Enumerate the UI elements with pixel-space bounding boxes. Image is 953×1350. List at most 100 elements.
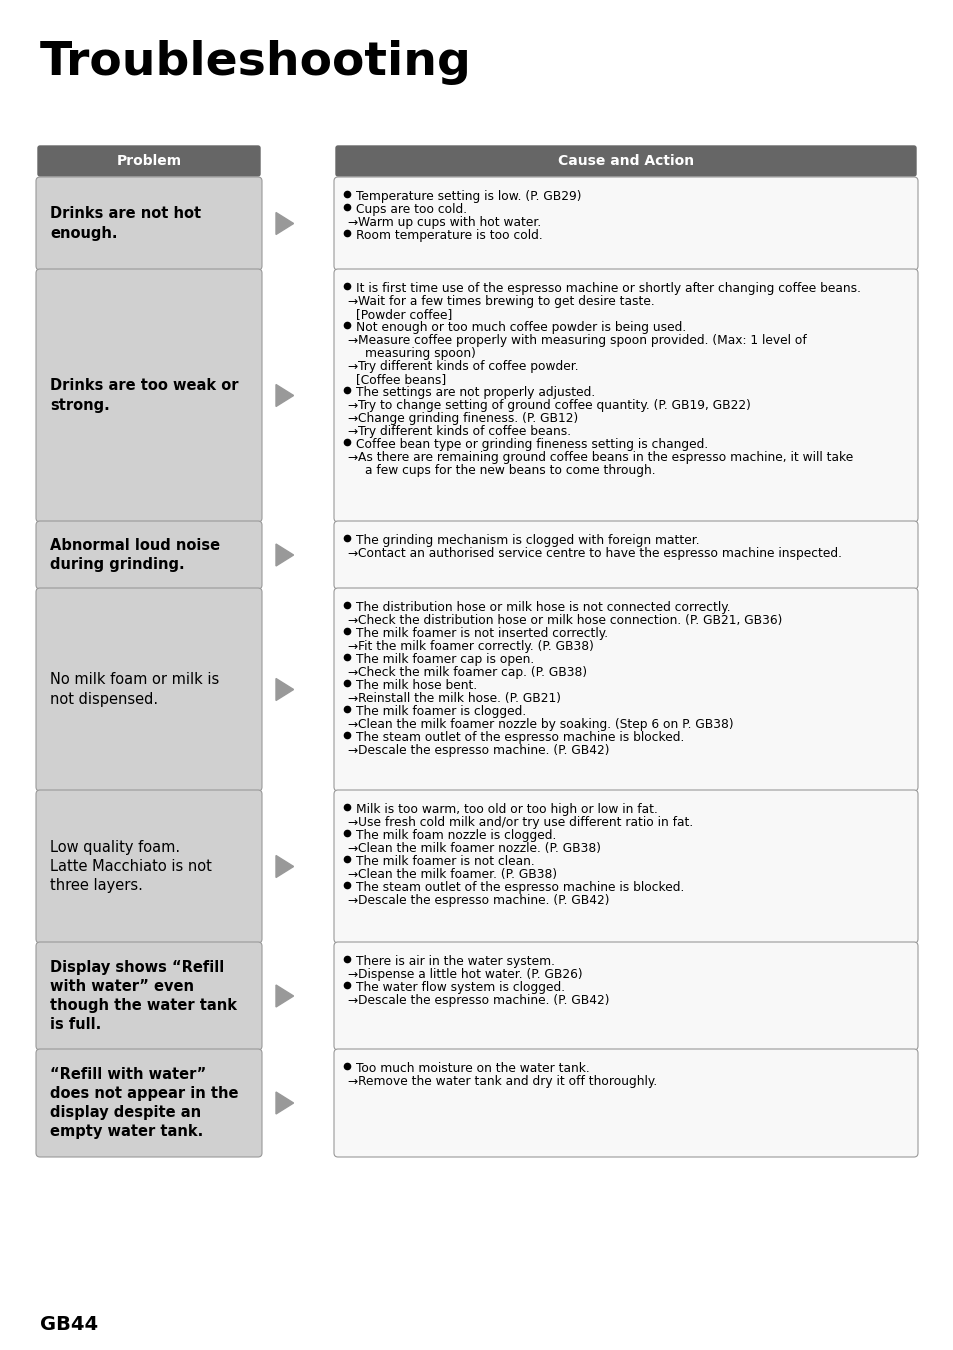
Text: →: → bbox=[347, 216, 356, 230]
Text: As there are remaining ground coffee beans in the espresso machine, it will take: As there are remaining ground coffee bea… bbox=[357, 451, 852, 464]
FancyBboxPatch shape bbox=[36, 521, 262, 589]
Text: Warm up cups with hot water.: Warm up cups with hot water. bbox=[357, 216, 540, 230]
Polygon shape bbox=[275, 986, 294, 1007]
FancyBboxPatch shape bbox=[334, 269, 917, 522]
FancyBboxPatch shape bbox=[36, 942, 262, 1050]
FancyBboxPatch shape bbox=[334, 177, 917, 270]
FancyBboxPatch shape bbox=[334, 942, 917, 1050]
Text: Cause and Action: Cause and Action bbox=[558, 154, 694, 167]
Text: The grinding mechanism is clogged with foreign matter.: The grinding mechanism is clogged with f… bbox=[355, 535, 699, 547]
Text: →: → bbox=[347, 842, 356, 855]
Polygon shape bbox=[275, 1092, 294, 1114]
Text: measuring spoon): measuring spoon) bbox=[365, 347, 476, 360]
Text: The settings are not properly adjusted.: The settings are not properly adjusted. bbox=[355, 386, 595, 400]
FancyBboxPatch shape bbox=[335, 146, 915, 176]
Text: Drinks are too weak or
strong.: Drinks are too weak or strong. bbox=[50, 378, 238, 413]
Text: →: → bbox=[347, 718, 356, 730]
Text: Milk is too warm, too old or too high or low in fat.: Milk is too warm, too old or too high or… bbox=[355, 803, 658, 815]
Text: →: → bbox=[347, 400, 356, 412]
Text: Descale the espresso machine. (P. GB42): Descale the espresso machine. (P. GB42) bbox=[357, 744, 609, 757]
Text: Clean the milk foamer nozzle by soaking. (Step 6 on P. GB38): Clean the milk foamer nozzle by soaking.… bbox=[357, 718, 733, 730]
Text: [Coffee beans]: [Coffee beans] bbox=[355, 373, 446, 386]
Text: Wait for a few times brewing to get desire taste.: Wait for a few times brewing to get desi… bbox=[357, 296, 654, 308]
Text: The steam outlet of the espresso machine is blocked.: The steam outlet of the espresso machine… bbox=[355, 730, 683, 744]
Text: →: → bbox=[347, 412, 356, 425]
Text: Clean the milk foamer. (P. GB38): Clean the milk foamer. (P. GB38) bbox=[357, 868, 557, 882]
Text: It is first time use of the espresso machine or shortly after changing coffee be: It is first time use of the espresso mac… bbox=[355, 282, 861, 296]
Text: →: → bbox=[347, 1075, 356, 1088]
FancyBboxPatch shape bbox=[334, 1049, 917, 1157]
Text: Try different kinds of coffee powder.: Try different kinds of coffee powder. bbox=[357, 360, 578, 373]
Polygon shape bbox=[275, 679, 294, 701]
Text: →: → bbox=[347, 968, 356, 981]
FancyBboxPatch shape bbox=[36, 177, 262, 270]
FancyBboxPatch shape bbox=[36, 589, 262, 791]
FancyBboxPatch shape bbox=[36, 1049, 262, 1157]
Text: The milk hose bent.: The milk hose bent. bbox=[355, 679, 476, 693]
Text: The milk foamer cap is open.: The milk foamer cap is open. bbox=[355, 653, 534, 666]
Text: [Powder coffee]: [Powder coffee] bbox=[355, 308, 452, 321]
Text: →: → bbox=[347, 640, 356, 653]
Text: →: → bbox=[347, 360, 356, 373]
Text: Low quality foam.
Latte Macchiato is not
three layers.: Low quality foam. Latte Macchiato is not… bbox=[50, 840, 212, 894]
Text: Try different kinds of coffee beans.: Try different kinds of coffee beans. bbox=[357, 425, 571, 437]
Text: The milk foamer is not clean.: The milk foamer is not clean. bbox=[355, 855, 535, 868]
Text: →: → bbox=[347, 994, 356, 1007]
Text: Coffee bean type or grinding fineness setting is changed.: Coffee bean type or grinding fineness se… bbox=[355, 437, 707, 451]
Text: Cups are too cold.: Cups are too cold. bbox=[355, 202, 467, 216]
Text: Check the milk foamer cap. (P. GB38): Check the milk foamer cap. (P. GB38) bbox=[357, 666, 586, 679]
FancyBboxPatch shape bbox=[36, 269, 262, 522]
Text: Descale the espresso machine. (P. GB42): Descale the espresso machine. (P. GB42) bbox=[357, 894, 609, 907]
Text: The steam outlet of the espresso machine is blocked.: The steam outlet of the espresso machine… bbox=[355, 882, 683, 894]
Text: Problem: Problem bbox=[116, 154, 181, 167]
Text: There is air in the water system.: There is air in the water system. bbox=[355, 954, 555, 968]
Text: →: → bbox=[347, 451, 356, 464]
Text: →: → bbox=[347, 333, 356, 347]
Text: The milk foamer is clogged.: The milk foamer is clogged. bbox=[355, 705, 526, 718]
Text: Try to change setting of ground coffee quantity. (P. GB19, GB22): Try to change setting of ground coffee q… bbox=[357, 400, 750, 412]
Text: Drinks are not hot
enough.: Drinks are not hot enough. bbox=[50, 207, 201, 240]
Text: a few cups for the new beans to come through.: a few cups for the new beans to come thr… bbox=[365, 464, 655, 477]
Text: “Refill with water”
does not appear in the
display despite an
empty water tank.: “Refill with water” does not appear in t… bbox=[50, 1066, 238, 1139]
Text: →: → bbox=[347, 693, 356, 705]
Text: Contact an authorised service centre to have the espresso machine inspected.: Contact an authorised service centre to … bbox=[357, 547, 841, 560]
Text: →: → bbox=[347, 547, 356, 560]
Text: →: → bbox=[347, 425, 356, 437]
Text: Not enough or too much coffee powder is being used.: Not enough or too much coffee powder is … bbox=[355, 321, 685, 333]
Text: Descale the espresso machine. (P. GB42): Descale the espresso machine. (P. GB42) bbox=[357, 994, 609, 1007]
Text: Too much moisture on the water tank.: Too much moisture on the water tank. bbox=[355, 1062, 589, 1075]
Text: Dispense a little hot water. (P. GB26): Dispense a little hot water. (P. GB26) bbox=[357, 968, 582, 981]
Text: Room temperature is too cold.: Room temperature is too cold. bbox=[355, 230, 542, 242]
Text: Abnormal loud noise
during grinding.: Abnormal loud noise during grinding. bbox=[50, 537, 220, 572]
Polygon shape bbox=[275, 544, 294, 566]
FancyBboxPatch shape bbox=[334, 790, 917, 944]
Text: Reinstall the milk hose. (P. GB21): Reinstall the milk hose. (P. GB21) bbox=[357, 693, 560, 705]
Text: →: → bbox=[347, 744, 356, 757]
FancyBboxPatch shape bbox=[36, 790, 262, 944]
FancyBboxPatch shape bbox=[38, 146, 260, 176]
Text: Check the distribution hose or milk hose connection. (P. GB21, GB36): Check the distribution hose or milk hose… bbox=[357, 614, 781, 626]
Text: →: → bbox=[347, 894, 356, 907]
FancyBboxPatch shape bbox=[334, 521, 917, 589]
Text: Measure coffee properly with measuring spoon provided. (Max: 1 level of: Measure coffee properly with measuring s… bbox=[357, 333, 806, 347]
Text: Clean the milk foamer nozzle. (P. GB38): Clean the milk foamer nozzle. (P. GB38) bbox=[357, 842, 600, 855]
Text: →: → bbox=[347, 296, 356, 308]
Text: The milk foamer is not inserted correctly.: The milk foamer is not inserted correctl… bbox=[355, 626, 607, 640]
Text: →: → bbox=[347, 666, 356, 679]
Text: The distribution hose or milk hose is not connected correctly.: The distribution hose or milk hose is no… bbox=[355, 601, 730, 614]
Text: Change grinding fineness. (P. GB12): Change grinding fineness. (P. GB12) bbox=[357, 412, 578, 425]
Text: →: → bbox=[347, 868, 356, 882]
Text: GB44: GB44 bbox=[40, 1315, 98, 1334]
Text: Use fresh cold milk and/or try use different ratio in fat.: Use fresh cold milk and/or try use diffe… bbox=[357, 815, 693, 829]
Text: The milk foam nozzle is clogged.: The milk foam nozzle is clogged. bbox=[355, 829, 556, 842]
Text: Display shows “Refill
with water” even
though the water tank
is full.: Display shows “Refill with water” even t… bbox=[50, 960, 236, 1033]
Polygon shape bbox=[275, 856, 294, 878]
Text: Remove the water tank and dry it off thoroughly.: Remove the water tank and dry it off tho… bbox=[357, 1075, 657, 1088]
Text: Troubleshooting: Troubleshooting bbox=[40, 40, 472, 85]
Polygon shape bbox=[275, 212, 294, 235]
Text: Fit the milk foamer correctly. (P. GB38): Fit the milk foamer correctly. (P. GB38) bbox=[357, 640, 594, 653]
Text: The water flow system is clogged.: The water flow system is clogged. bbox=[355, 981, 564, 994]
Text: →: → bbox=[347, 614, 356, 626]
Text: No milk foam or milk is
not dispensed.: No milk foam or milk is not dispensed. bbox=[50, 672, 219, 706]
FancyBboxPatch shape bbox=[334, 589, 917, 791]
